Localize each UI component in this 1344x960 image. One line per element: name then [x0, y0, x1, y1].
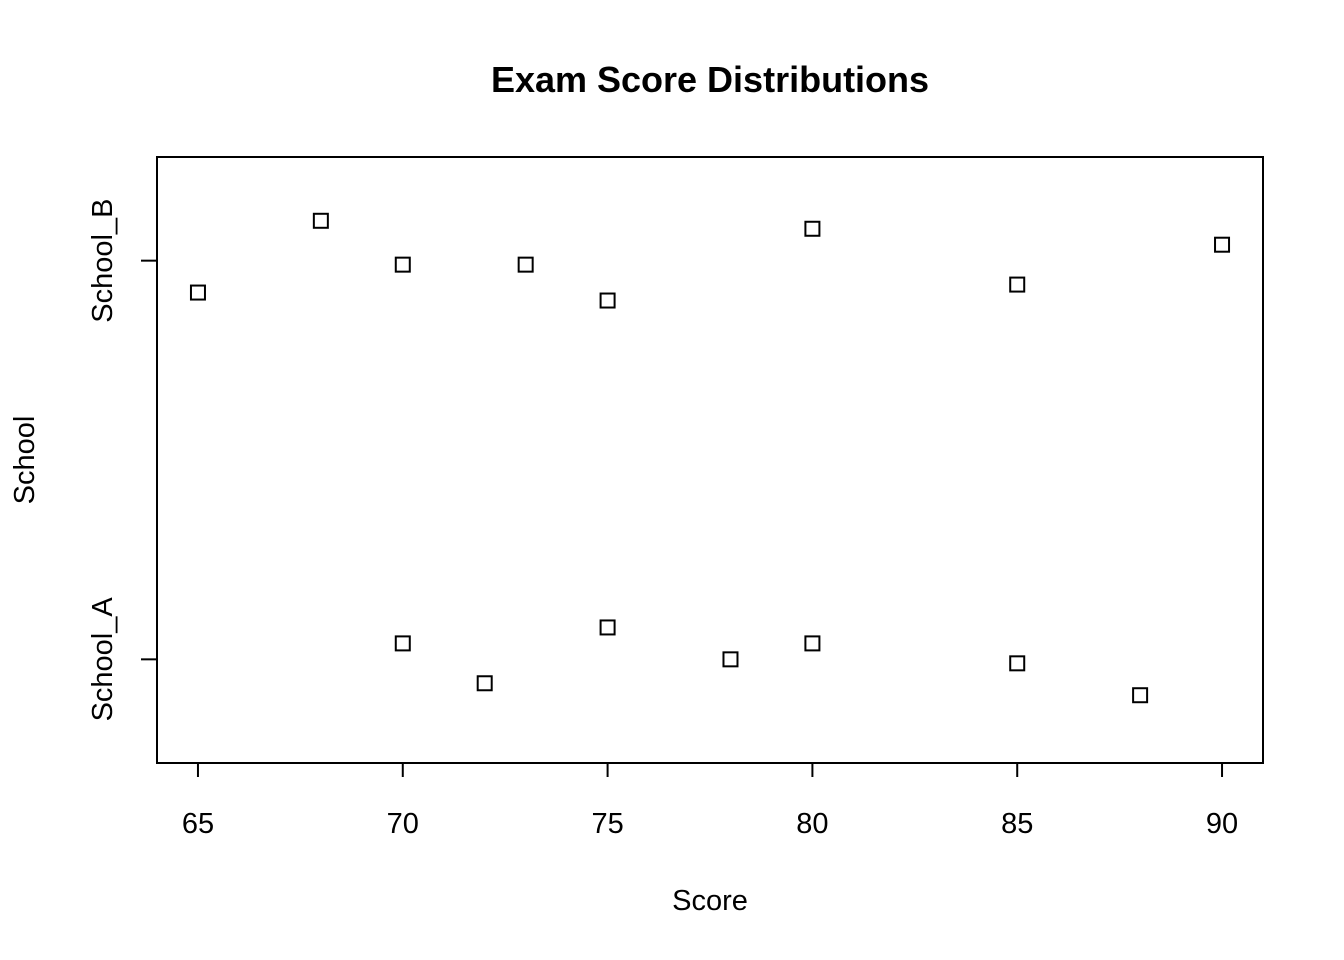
- data-point-school-a: [599, 619, 616, 636]
- x-axis-title: Score: [672, 885, 748, 917]
- x-tick-label: 85: [1001, 808, 1033, 840]
- y-tick-label: School_B: [87, 199, 119, 323]
- data-point-school-a: [1009, 655, 1026, 672]
- x-tick-label: 70: [387, 808, 419, 840]
- x-tick-label: 75: [591, 808, 623, 840]
- data-point-school-b: [517, 256, 534, 273]
- data-point-school-b: [394, 256, 411, 273]
- y-axis-title: School: [9, 416, 41, 505]
- x-tick-label: 80: [796, 808, 828, 840]
- x-axis: 65 70 75 80 85 90: [182, 763, 1238, 840]
- data-point-school-b: [599, 292, 616, 309]
- data-point-school-b: [312, 212, 329, 229]
- x-tick-label: 65: [182, 808, 214, 840]
- data-point-school-b: [804, 220, 821, 237]
- data-points: [189, 212, 1231, 704]
- data-point-school-b: [189, 284, 206, 301]
- plot-frame: [156, 156, 1264, 764]
- data-point-school-b: [1214, 236, 1231, 253]
- data-point-school-a: [804, 635, 821, 652]
- data-point-school-a: [722, 651, 739, 668]
- x-tick-label: 90: [1206, 808, 1238, 840]
- data-point-school-a: [394, 635, 411, 652]
- y-tick-label: School_A: [87, 597, 119, 722]
- y-axis: School_A School_B: [87, 199, 157, 722]
- chart-title: Exam Score Distributions: [491, 59, 929, 100]
- data-point-school-a: [476, 675, 493, 692]
- data-point-school-a: [1132, 687, 1149, 704]
- data-point-school-b: [1009, 276, 1026, 293]
